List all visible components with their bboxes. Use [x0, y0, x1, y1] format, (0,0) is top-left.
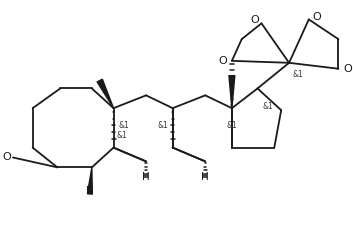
Text: &1: &1 [116, 131, 127, 140]
Text: H: H [142, 172, 150, 182]
Text: &1: &1 [292, 70, 303, 79]
Text: O: O [219, 56, 227, 66]
Text: O: O [312, 13, 321, 22]
Text: &1: &1 [119, 121, 129, 130]
Text: O: O [343, 64, 352, 74]
Text: O: O [250, 15, 259, 25]
Polygon shape [97, 79, 114, 108]
Polygon shape [229, 76, 235, 108]
Text: H: H [201, 172, 209, 182]
Text: H: H [86, 186, 94, 196]
Text: &1: &1 [262, 102, 273, 111]
Text: &1: &1 [227, 121, 238, 130]
Text: O: O [2, 153, 11, 162]
Polygon shape [88, 167, 92, 194]
Text: &1: &1 [158, 121, 169, 130]
